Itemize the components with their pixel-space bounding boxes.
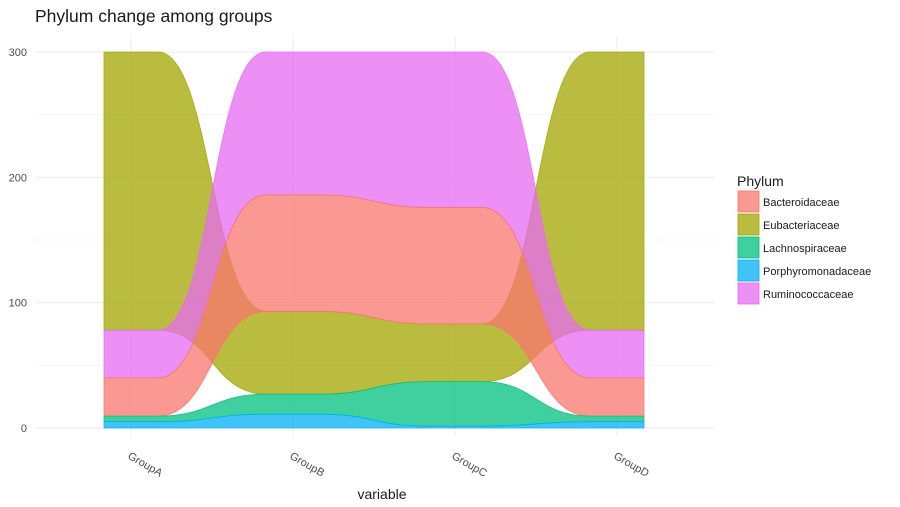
x-tick-label: GroupA xyxy=(126,450,165,480)
flow-bacteroidaceae xyxy=(103,194,645,417)
legend-swatch xyxy=(737,190,760,213)
legend-swatch xyxy=(737,259,760,282)
legend-swatch xyxy=(737,236,760,259)
x-tick-label: GroupC xyxy=(450,450,489,480)
legend-label: Porphyromonadaceae xyxy=(763,266,871,278)
y-tick-label: 0 xyxy=(21,423,27,435)
x-tick-label: GroupD xyxy=(612,450,651,480)
y-axis-ticks: 0 100 200 300 xyxy=(9,47,27,435)
alluvial-flows xyxy=(103,51,645,429)
y-tick-label: 200 xyxy=(9,172,27,184)
x-axis-ticks: GroupA GroupB GroupC GroupD xyxy=(126,450,651,480)
legend-label: Eubacteriaceae xyxy=(763,220,839,232)
legend-title: Phylum xyxy=(737,173,784,189)
legend-label: Bacteroidaceae xyxy=(763,197,839,209)
flow-porphyromonadaceae xyxy=(103,413,645,429)
legend-swatch xyxy=(737,282,760,305)
y-tick-label: 300 xyxy=(9,47,27,59)
legend-label: Lachnospiraceae xyxy=(763,243,847,255)
legend-label: Ruminococcaceae xyxy=(763,289,854,301)
x-tick-label: GroupB xyxy=(288,450,327,479)
chart-title: Phylum change among groups xyxy=(35,6,273,26)
legend: Phylum Bacteroidaceae Eubacteriaceae Lachn… xyxy=(737,173,871,305)
legend-swatch xyxy=(737,213,760,236)
x-axis-title: variable xyxy=(357,486,406,502)
y-tick-label: 100 xyxy=(9,298,27,310)
